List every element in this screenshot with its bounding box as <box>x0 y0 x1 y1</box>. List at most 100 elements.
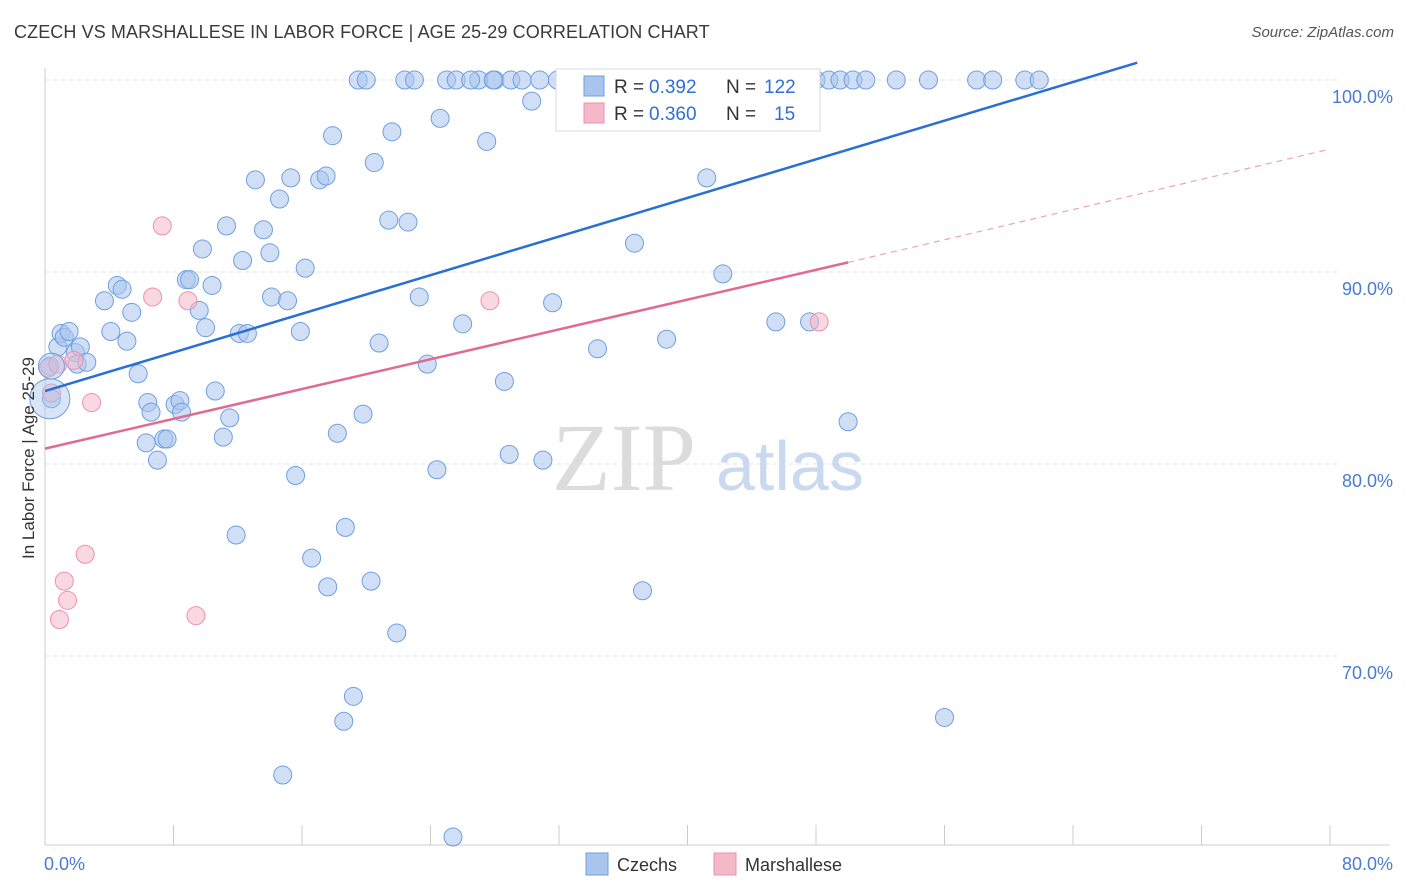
czechs-point <box>918 70 938 90</box>
czechs-point <box>157 429 177 449</box>
czechs-point <box>261 287 281 307</box>
czechs-point <box>112 279 132 299</box>
czechs-point <box>409 287 429 307</box>
czechs-point <box>838 412 858 432</box>
czechs-point <box>697 168 717 188</box>
czechs-point <box>273 765 293 785</box>
czechs-point <box>657 329 677 349</box>
czechs-point <box>213 427 233 447</box>
czechs-point <box>192 239 212 259</box>
czechs-point <box>364 153 384 173</box>
czechs-point <box>387 623 407 643</box>
czechs-point <box>494 371 514 391</box>
czechs-point <box>530 70 550 90</box>
czechs-point <box>334 711 354 731</box>
czechs-point <box>226 525 246 545</box>
czechs-point <box>295 258 315 278</box>
x-tick-label: 80.0% <box>1342 854 1393 874</box>
czechs-point <box>117 331 137 351</box>
czechs-point <box>543 293 563 313</box>
legend-r-label-marshallese: R = <box>614 104 644 125</box>
marshallese-point <box>809 312 829 332</box>
chart-title: CZECH VS MARSHALLESE IN LABOR FORCE | AG… <box>14 22 710 42</box>
czechs-point <box>233 250 253 270</box>
czechs-point <box>202 275 222 295</box>
marshallese-point <box>178 291 198 311</box>
y-tick-labels: 100.0% 90.0% 80.0% 70.0% <box>1332 87 1393 683</box>
czechs-point <box>1029 70 1049 90</box>
legend-r-label-czechs: R = <box>614 77 644 98</box>
czechs-point <box>196 318 216 338</box>
series-legend: Czechs Marshallese <box>585 852 842 876</box>
legend-n-value-czechs: 122 <box>764 77 796 98</box>
marshallese-point <box>64 350 84 370</box>
marshallese-point <box>143 287 163 307</box>
marshallese-point <box>54 571 74 591</box>
y-axis-title: In Labor Force | Age 25-29 <box>19 357 38 559</box>
trend-lines <box>44 61 1331 450</box>
marshallese-point <box>152 216 172 236</box>
czechs-point <box>379 210 399 230</box>
czechs-point <box>766 312 786 332</box>
czechs-point <box>533 450 553 470</box>
czechs-point <box>290 322 310 342</box>
czechs-point <box>633 581 653 601</box>
marshallese-trend-line <box>44 261 849 450</box>
series-legend-label-marshallese: Marshallese <box>745 855 842 875</box>
x-tick-labels: 0.0% 80.0% <box>44 854 1393 874</box>
czechs-point <box>382 122 402 142</box>
czechs-point <box>512 70 532 90</box>
marshallese-trend-extension <box>847 148 1331 263</box>
czechs-trend-line <box>44 61 1138 393</box>
czechs-point <box>147 450 167 470</box>
czechs-point <box>253 220 273 240</box>
source-label: Source: ZipAtlas.com <box>1251 24 1394 41</box>
czechs-point <box>983 70 1003 90</box>
marshallese-point <box>480 291 500 311</box>
marshallese-point <box>186 606 206 626</box>
czechs-point <box>353 404 373 424</box>
czechs-point <box>430 108 450 128</box>
czechs-point <box>205 381 225 401</box>
czechs-point <box>404 70 424 90</box>
czechs-point <box>335 517 355 537</box>
czechs-point <box>453 314 473 334</box>
series-legend-swatch-czechs <box>585 852 609 876</box>
czechs-point <box>37 352 65 380</box>
czechs-point <box>59 322 79 342</box>
gridlines <box>45 79 1340 657</box>
czechs-point <box>713 264 733 284</box>
series-legend-swatch-marshallese <box>713 852 737 876</box>
czechs-point <box>323 126 343 146</box>
marshallese-point <box>49 610 69 630</box>
czechs-point <box>180 270 200 290</box>
czechs-point <box>461 70 481 90</box>
y-tick-label: 80.0% <box>1342 471 1393 491</box>
czechs-point <box>286 466 306 486</box>
legend-r-value-marshallese: 0.360 <box>649 104 697 125</box>
legend-n-label-czechs: N = <box>726 77 756 98</box>
czechs-point <box>427 460 447 480</box>
data-points <box>29 70 1049 847</box>
czechs-point <box>624 233 644 253</box>
legend-r-value-czechs: 0.392 <box>649 77 697 98</box>
watermark-zip: ZIP <box>552 404 696 511</box>
czechs-point <box>302 548 322 568</box>
czechs-point <box>499 444 519 464</box>
czechs-point <box>217 216 237 236</box>
stats-legend: R = 0.392 N = 122 R = 0.360 N = 15 <box>555 68 821 132</box>
czechs-point <box>588 339 608 359</box>
watermark: ZIP atlas <box>552 404 864 511</box>
czechs-point <box>318 577 338 597</box>
marshallese-point <box>57 590 77 610</box>
czechs-point <box>967 70 987 90</box>
czechs-point <box>316 166 336 186</box>
watermark-atlas: atlas <box>716 427 864 505</box>
czechs-point <box>856 70 876 90</box>
czechs-point <box>278 291 298 311</box>
czechs-point <box>477 131 497 151</box>
czechs-point <box>136 433 156 453</box>
czechs-point <box>220 408 240 428</box>
series-legend-label-czechs: Czechs <box>617 855 677 875</box>
